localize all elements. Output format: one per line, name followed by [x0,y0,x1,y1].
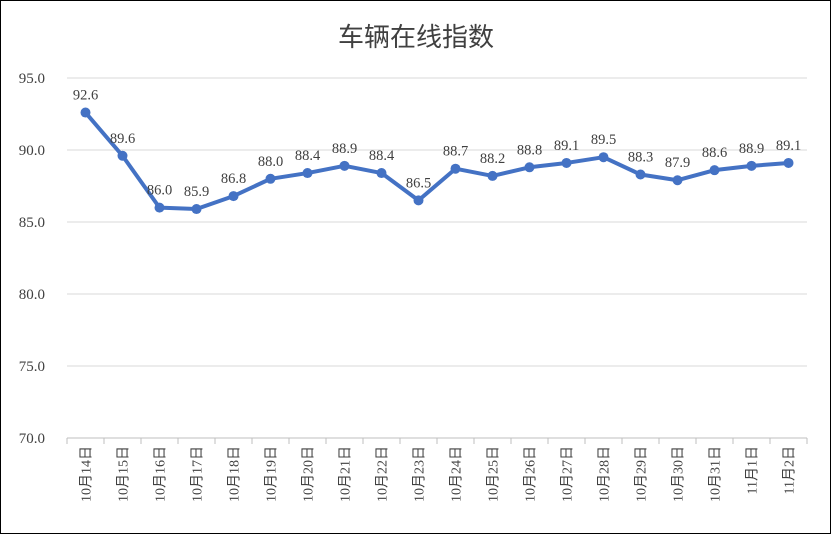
data-point [302,168,313,179]
x-axis [66,437,808,444]
x-tick-label: 10月14日 [79,446,95,502]
data-label: 88.4 [369,148,395,164]
data-point [635,169,646,180]
data-point [746,160,757,171]
y-tick-label: 80.0 [19,287,45,303]
data-label: 92.6 [73,88,98,104]
data-label: 88.2 [480,151,505,167]
chart-title: 车辆在线指数 [338,23,494,53]
x-tick-label: 11月1日 [745,446,761,494]
data-label: 89.1 [554,138,579,154]
x-tick-label: 10月29日 [634,446,650,502]
x-tick-label: 10月21日 [338,446,354,502]
series-line-group [80,107,794,215]
data-point [376,168,387,179]
x-tick-label: 10月30日 [671,446,687,502]
data-label: 89.6 [110,131,135,147]
x-tick-label: 10月28日 [597,446,613,502]
y-tick-label: 90.0 [19,143,45,159]
y-tick-label: 85.0 [19,215,45,231]
x-tick-label: 10月15日 [116,446,132,502]
data-label: 88.3 [628,149,653,165]
data-label: 89.1 [776,138,801,154]
data-label: 86.5 [406,175,431,191]
data-label: 88.4 [295,148,321,164]
x-tick-label: 10月19日 [264,446,280,502]
y-axis-tick-labels: 70.0 75.0 80.0 85.0 90.0 95.0 [19,71,45,447]
data-point [191,204,202,215]
data-point [154,202,165,213]
data-point [450,163,461,174]
x-tick-label: 10月22日 [375,446,391,502]
data-labels: 92.6 89.6 86.0 85.9 86.8 88.0 88.4 88.9 88.4 86.5… [73,88,801,200]
x-tick-label: 10月16日 [153,446,169,502]
data-point [80,107,91,118]
data-point [413,195,424,206]
data-point [117,150,128,161]
data-point [709,165,720,176]
data-label: 88.8 [517,142,542,158]
gridlines [67,77,807,367]
data-label: 86.0 [147,183,172,199]
data-point [265,173,276,184]
x-axis-tick-labels: 10月14日 10月15日 10月16日 10月17日 10月18日 10月19日 10月2… [79,446,798,502]
x-tick-label: 10月27日 [560,446,576,502]
data-point [598,152,609,163]
data-point [524,162,535,173]
x-tick-label: 10月20日 [301,446,317,502]
x-tick-label: 10月31日 [708,446,724,502]
x-tick-label: 10月24日 [449,446,465,502]
data-point [487,170,498,181]
data-label: 88.0 [258,154,283,170]
data-point [561,157,572,168]
data-label: 85.9 [184,184,209,200]
data-point [672,175,683,186]
data-point [339,160,350,171]
y-tick-label: 75.0 [19,359,45,375]
y-tick-label: 70.0 [19,431,45,447]
x-tick-label: 10月26日 [523,446,539,502]
x-tick-label: 10月23日 [412,446,428,502]
data-label: 88.9 [739,141,764,157]
y-tick-label: 95.0 [19,71,45,87]
data-label: 86.8 [221,171,246,187]
x-tick-label: 10月18日 [227,446,243,502]
data-label: 88.9 [332,141,357,157]
data-label: 88.7 [443,144,468,160]
data-label: 89.5 [591,132,616,148]
data-point [783,157,794,168]
data-label: 87.9 [665,155,690,171]
data-label: 88.6 [702,145,727,161]
x-tick-label: 10月25日 [486,446,502,502]
x-tick-label: 10月17日 [190,446,206,502]
x-tick-label: 11月2日 [782,446,798,494]
data-point [228,191,239,202]
series-line [83,110,791,212]
